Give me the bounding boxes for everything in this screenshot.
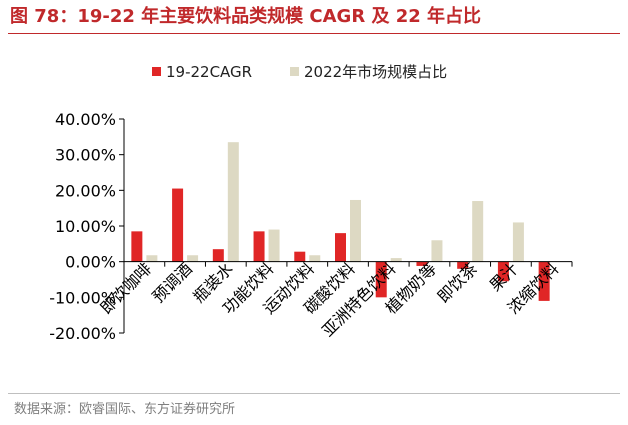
source-note: 数据来源：欧睿国际、东方证券研究所	[14, 402, 236, 417]
legend-label-1: 19-22CAGR	[166, 63, 252, 81]
bar-cagr-4	[253, 231, 265, 262]
bar-cagr-1	[131, 231, 143, 262]
bar-share-4	[268, 229, 280, 262]
bar-chart: 19-22CAGR 2022年市场规模占比 40.00% 30.00% 20.00% 1…	[49, 63, 573, 343]
y-tick-label: 30.00%	[55, 146, 116, 165]
legend-swatch-1	[152, 67, 161, 76]
x-tick-label: 预调酒	[149, 259, 196, 306]
x-tick-label: 果汁	[486, 259, 522, 295]
y-axis: 40.00% 30.00% 20.00% 10.00% 0.00% -10.00% -20.…	[49, 110, 125, 343]
bar-share-7	[390, 258, 402, 262]
y-tick-label: 0.00%	[65, 253, 116, 272]
y-tick-label: 10.00%	[55, 217, 116, 236]
bar-cagr-8	[416, 261, 428, 266]
bar-cagr-10	[497, 261, 509, 282]
bar-cagr-5	[294, 251, 306, 262]
bar-cagr-11	[538, 261, 550, 301]
bar-share-3	[227, 142, 239, 262]
figure-title: 图 78：19-22 年主要饮料品类规模 CAGR 及 22 年占比	[10, 6, 482, 27]
legend-label-2: 2022年市场规模占比	[304, 63, 447, 81]
bars	[131, 142, 550, 301]
y-tick-label: 40.00%	[55, 110, 116, 129]
y-tick-label: -20.00%	[49, 324, 116, 343]
y-tick-label: -10.00%	[49, 288, 116, 307]
bar-share-6	[350, 199, 361, 262]
bar-cagr-7	[375, 261, 387, 298]
legend-swatch-2	[290, 67, 299, 76]
bar-share-10	[512, 222, 524, 262]
bar-share-1	[146, 255, 158, 262]
bar-share-2	[187, 255, 199, 262]
bar-cagr-2	[172, 188, 184, 262]
bar-cagr-9	[457, 261, 469, 269]
title-divider	[8, 33, 620, 34]
bar-cagr-3	[212, 249, 224, 262]
bar-share-5	[309, 255, 321, 262]
bar-share-9	[472, 201, 484, 262]
source-divider	[8, 393, 620, 394]
chart-legend: 19-22CAGR 2022年市场规模占比	[152, 63, 447, 81]
bar-share-8	[431, 240, 443, 262]
y-tick-label: 20.00%	[55, 181, 116, 200]
bar-cagr-6	[335, 233, 346, 262]
